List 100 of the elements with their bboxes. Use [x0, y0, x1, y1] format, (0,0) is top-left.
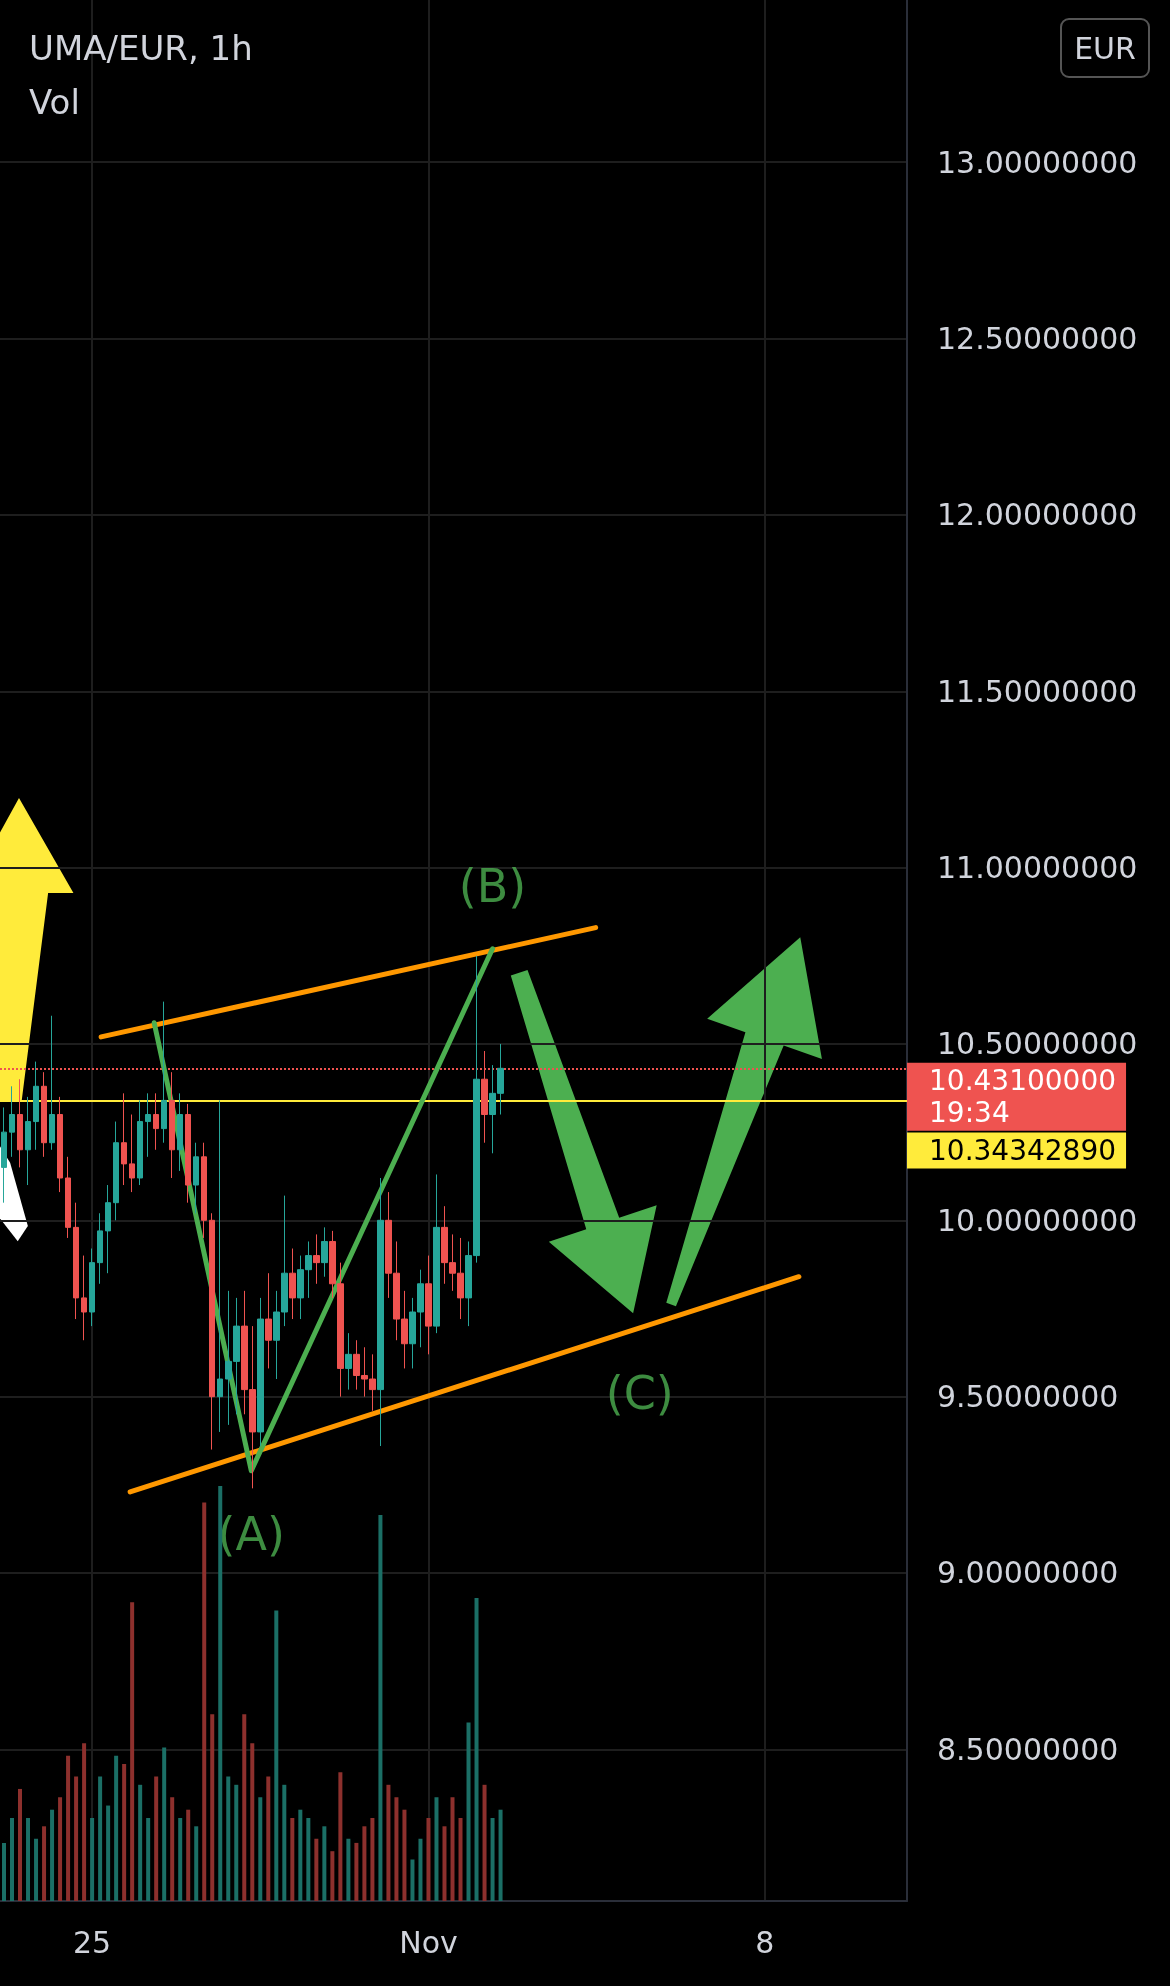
- y-tick-label: 10.00000000: [937, 1202, 1138, 1238]
- bar: [74, 1776, 79, 1901]
- bar: [210, 1714, 215, 1901]
- y-tick-label: 10.50000000: [937, 1026, 1138, 1062]
- bar: [2, 1842, 6, 1901]
- bar: [34, 1838, 39, 1901]
- candlestick: [1, 1106, 7, 1204]
- x-tick-label: 25: [73, 1924, 112, 1960]
- bar: [130, 1602, 135, 1901]
- bar: [82, 1743, 87, 1901]
- bar: [26, 1818, 31, 1901]
- bar: [146, 1818, 151, 1901]
- candlestick: [425, 1255, 432, 1355]
- bar: [194, 1826, 199, 1901]
- y-tick-label: 8.50000000: [937, 1731, 1119, 1767]
- bar: [370, 1818, 375, 1901]
- bar: [402, 1809, 407, 1901]
- bar: [330, 1851, 335, 1901]
- candlestick: [41, 1071, 47, 1158]
- candlestick: [65, 1156, 71, 1239]
- candlestick: [321, 1226, 328, 1278]
- bar: [98, 1776, 103, 1901]
- bar: [138, 1784, 143, 1901]
- candlestick: [201, 1142, 207, 1239]
- bar: [266, 1776, 271, 1901]
- bar: [274, 1610, 279, 1901]
- candlestick: [153, 1092, 159, 1151]
- ref-line-label: 10.34342890: [929, 1133, 1117, 1167]
- candlestick: [257, 1297, 264, 1447]
- candlestick: [33, 1061, 39, 1151]
- bar: [106, 1805, 111, 1901]
- bar: [178, 1818, 183, 1901]
- y-tick-label: 11.50000000: [937, 673, 1138, 709]
- bar: [418, 1838, 423, 1901]
- bar: [314, 1838, 319, 1901]
- candlestick: [97, 1212, 103, 1285]
- candlestick: [313, 1233, 320, 1285]
- bar: [354, 1842, 359, 1901]
- candlestick: [345, 1332, 352, 1391]
- bar: [18, 1788, 23, 1901]
- bar: [66, 1755, 71, 1901]
- bar: [482, 1784, 487, 1901]
- text: UMA/EUR, 1h: [29, 28, 253, 68]
- x-tick-label: Nov: [399, 1924, 458, 1960]
- y-tick-label: 9.00000000: [937, 1555, 1119, 1591]
- bar: [154, 1776, 159, 1901]
- bar: [410, 1859, 415, 1901]
- bar: [338, 1772, 343, 1901]
- bar: [322, 1826, 327, 1901]
- bar: [474, 1598, 479, 1901]
- candlestick: [289, 1248, 296, 1320]
- bar: [234, 1784, 239, 1901]
- bar: [386, 1784, 391, 1901]
- bar: [58, 1797, 63, 1901]
- candlestick: [57, 1096, 63, 1193]
- bar: [162, 1747, 167, 1901]
- candlestick: [145, 1092, 151, 1158]
- candlestick: [169, 1071, 175, 1179]
- candlestick: [161, 1001, 167, 1144]
- candlestick: [89, 1248, 95, 1327]
- candlestick: [17, 1078, 23, 1168]
- bar: [114, 1755, 119, 1901]
- text: EUR: [1074, 30, 1136, 66]
- y-tick-label: 11.00000000: [937, 850, 1138, 886]
- candlestick: [265, 1272, 272, 1369]
- bar: [458, 1818, 463, 1901]
- bar: [466, 1722, 471, 1901]
- candlestick: [433, 1173, 440, 1334]
- candlestick: [25, 1096, 31, 1186]
- annotation: (A): [217, 1506, 285, 1561]
- chart-title: Vol: [29, 82, 80, 122]
- candlestick: [209, 1212, 215, 1451]
- bar: [378, 1515, 383, 1901]
- candlestick: [81, 1255, 87, 1341]
- bar: [250, 1743, 255, 1901]
- y-tick-label: 9.50000000: [937, 1379, 1119, 1415]
- candlestick: [177, 1092, 183, 1172]
- bar: [450, 1797, 455, 1901]
- bar: [186, 1809, 191, 1901]
- candlestick: [105, 1184, 111, 1274]
- candlestick: [129, 1114, 135, 1193]
- bar: [362, 1826, 367, 1901]
- bar: [10, 1818, 15, 1901]
- bar: [442, 1826, 447, 1901]
- bar: [226, 1776, 231, 1901]
- candlestick: [73, 1202, 79, 1320]
- candlestick: [193, 1142, 199, 1214]
- x-tick-label: 8: [755, 1924, 775, 1960]
- ref-line-label: 10.43100000 19:34: [929, 1064, 1117, 1130]
- candlestick: [137, 1099, 143, 1186]
- annotation: (B): [458, 858, 527, 913]
- bar: [122, 1764, 127, 1901]
- y-tick-label: 13.00000000: [937, 144, 1138, 180]
- candlestick: [9, 1085, 15, 1158]
- bar: [306, 1818, 311, 1901]
- bar: [346, 1838, 351, 1901]
- y-tick-label: 12.00000000: [937, 497, 1138, 533]
- y-tick-label: 12.50000000: [937, 321, 1138, 357]
- candlestick: [185, 1103, 191, 1204]
- candlestick: [121, 1092, 127, 1186]
